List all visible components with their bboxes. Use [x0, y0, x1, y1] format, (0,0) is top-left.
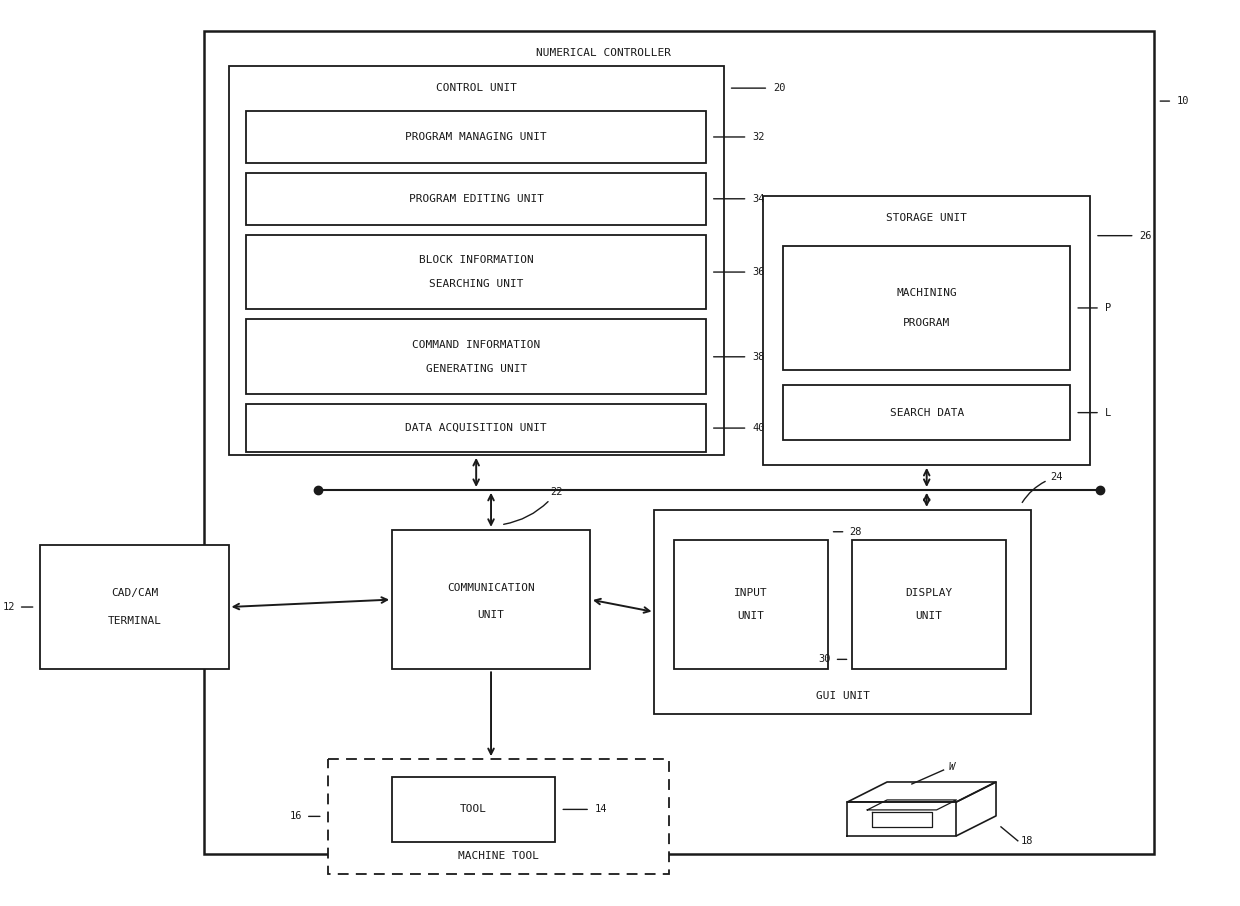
Bar	[228, 66, 724, 455]
Text: CONTROL UNIT: CONTROL UNIT	[435, 83, 517, 93]
Bar	[675, 540, 827, 670]
Text: INPUT: INPUT	[734, 588, 768, 598]
Text: NUMERICAL CONTROLLER: NUMERICAL CONTROLLER	[536, 48, 671, 58]
Text: 34: 34	[753, 194, 765, 204]
Text: 14: 14	[595, 805, 608, 814]
Bar	[247, 404, 706, 452]
Bar	[784, 246, 1070, 371]
Text: STORAGE UNIT: STORAGE UNIT	[887, 213, 967, 223]
Text: UNIT: UNIT	[738, 612, 764, 622]
Text: MACHINING: MACHINING	[897, 288, 957, 298]
Text: CAD/CAM: CAD/CAM	[110, 588, 159, 598]
Text: BLOCK INFORMATION: BLOCK INFORMATION	[419, 255, 533, 265]
Bar	[41, 545, 228, 670]
Text: DATA ACQUISITION UNIT: DATA ACQUISITION UNIT	[405, 423, 547, 433]
Text: 40: 40	[753, 423, 765, 433]
Text: 36: 36	[753, 267, 765, 277]
Text: DISPLAY: DISPLAY	[905, 588, 952, 598]
Text: W: W	[949, 762, 955, 772]
Text: MACHINE TOOL: MACHINE TOOL	[458, 851, 539, 861]
Text: UNIT: UNIT	[477, 610, 505, 620]
Text: COMMAND INFORMATION: COMMAND INFORMATION	[412, 340, 541, 350]
Text: GUI UNIT: GUI UNIT	[816, 691, 869, 701]
Text: 24: 24	[1022, 472, 1063, 503]
Bar	[764, 196, 1090, 465]
Text: SEARCH DATA: SEARCH DATA	[889, 408, 963, 418]
Text: COMMUNICATION: COMMUNICATION	[448, 583, 534, 593]
Text: P: P	[1105, 303, 1111, 313]
Bar	[392, 530, 590, 670]
Text: GENERATING UNIT: GENERATING UNIT	[425, 364, 527, 374]
Text: 28: 28	[849, 526, 862, 536]
Bar	[247, 320, 706, 394]
Text: L: L	[1105, 408, 1111, 418]
Text: PROGRAM MANAGING UNIT: PROGRAM MANAGING UNIT	[405, 132, 547, 142]
Text: 16: 16	[289, 812, 301, 822]
Text: 38: 38	[753, 352, 765, 361]
Bar	[247, 173, 706, 225]
Text: 22: 22	[503, 487, 563, 525]
Bar	[392, 777, 556, 842]
Text: 12: 12	[2, 602, 15, 612]
Bar	[655, 510, 1030, 714]
Text: 32: 32	[753, 132, 765, 142]
Text: TOOL: TOOL	[460, 805, 487, 814]
Bar	[247, 111, 706, 163]
Text: 18: 18	[1021, 836, 1033, 846]
Text: 26: 26	[1140, 231, 1152, 241]
Text: 30: 30	[818, 654, 831, 664]
Text: PROGRAM: PROGRAM	[903, 318, 950, 328]
Bar	[784, 385, 1070, 440]
Text: TERMINAL: TERMINAL	[108, 616, 161, 626]
Text: PROGRAM EDITING UNIT: PROGRAM EDITING UNIT	[409, 194, 543, 204]
Bar	[203, 32, 1154, 853]
Text: 20: 20	[774, 83, 786, 93]
Text: 10: 10	[1177, 96, 1189, 106]
Bar	[852, 540, 1006, 670]
Text: UNIT: UNIT	[915, 612, 942, 622]
Text: SEARCHING UNIT: SEARCHING UNIT	[429, 279, 523, 289]
Bar	[327, 759, 670, 873]
Bar	[247, 235, 706, 310]
